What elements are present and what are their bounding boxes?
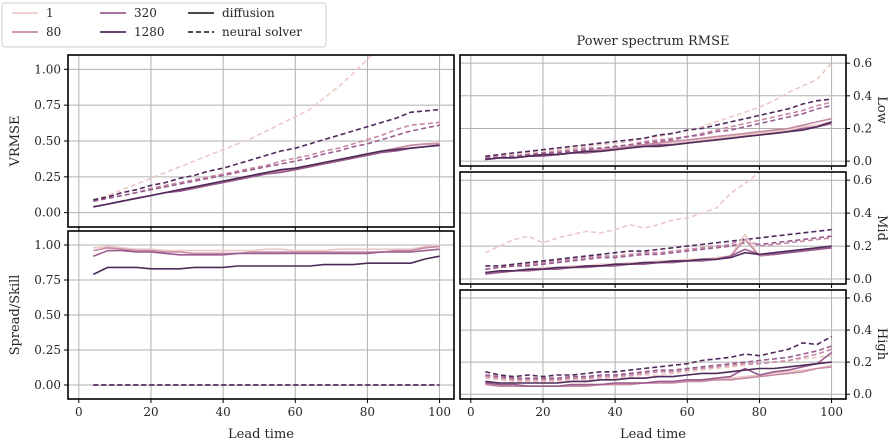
- series-vrmse-80-neural-solver: [93, 121, 440, 202]
- series-ps-high-1280-diffusion: [485, 361, 832, 384]
- series-spread-skill-1280-diffusion: [92, 255, 440, 276]
- series-ps-high-320-diffusion: [485, 351, 833, 388]
- series-vrmse-1280-neural-solver: [93, 108, 440, 201]
- ytick-label: 0.0: [853, 387, 872, 401]
- series-ps-high-320-neural-solver: [485, 345, 832, 380]
- panel-ps-low: 0.0 0.2 0.4 0.6 Low: [459, 54, 889, 170]
- panel-ps-low-frame: [459, 54, 847, 167]
- series-vrmse-80-diffusion: [93, 143, 440, 208]
- ytick-label: 0.0: [853, 154, 872, 168]
- ps-low-ylabel: Low: [874, 96, 889, 124]
- xtick-label: 20: [535, 405, 550, 419]
- ytick-label: 0.2: [853, 239, 872, 253]
- xtick-label: 0: [75, 405, 83, 419]
- ytick-label: 0.25: [34, 170, 61, 184]
- ytick-label: 0.4: [853, 206, 872, 220]
- ytick-label: 0.25: [34, 343, 61, 357]
- ytick-label: 0.75: [34, 273, 61, 287]
- ytick-label: 1.00: [34, 238, 61, 252]
- ytick-label: 0.6: [853, 56, 872, 70]
- legend-label: 1280: [134, 25, 165, 39]
- ytick-label: 0.2: [853, 121, 872, 135]
- ytick-label: 1.00: [34, 62, 61, 76]
- series-spread-skill-1-diffusion: [93, 244, 440, 252]
- legend-label: 1: [46, 6, 54, 20]
- ytick-label: 0.4: [853, 89, 872, 103]
- series-ps-high-1280-neural-solver: [485, 335, 832, 378]
- xtick-label: 60: [680, 405, 695, 419]
- legend-frame: [1, 2, 327, 48]
- xtick-label: 0: [467, 405, 475, 419]
- series-ps-low-1280-neural-solver: [485, 98, 832, 157]
- series-vrmse-1280-diffusion: [93, 144, 440, 208]
- vrmse-ylabel: VRMSE: [8, 116, 23, 168]
- series-ps-low-1280-diffusion: [485, 121, 832, 161]
- ps-mid-ylabel: Mid: [874, 215, 889, 241]
- spread-skill-ylabel: Spread/Skill: [8, 275, 23, 356]
- panel-ps-mid-frame: [459, 171, 847, 285]
- ytick-label: 0.50: [34, 134, 61, 148]
- series-ps-low-320-neural-solver: [485, 104, 832, 159]
- xtick-label: 80: [752, 405, 767, 419]
- ytick-label: 0.4: [853, 323, 872, 337]
- legend-label: neural solver: [222, 25, 302, 39]
- xtick-label: 100: [820, 405, 843, 419]
- panel-ps-high-frame: [459, 289, 847, 400]
- panel-ps-high: 0 20 40 60 80 100 0.0 0.2 0.4 0.6 High: [459, 289, 889, 419]
- ytick-label: 0.6: [853, 173, 872, 187]
- series-ps-mid-80-neural-solver: [485, 237, 832, 270]
- xtick-label: 20: [143, 405, 158, 419]
- legend-label: diffusion: [222, 6, 275, 20]
- panel-vrmse: 0.00 0.25 0.50 0.75 1.00 VRMSE: [8, 54, 455, 231]
- xtick-label: 40: [607, 405, 622, 419]
- right-xlabel: Lead time: [620, 427, 686, 442]
- panel-spread-skill: 0 20 40 60 80 100 0.00 0.25 0.50 0.75 1.00 Spread/…: [8, 230, 455, 419]
- panel-ps-mid: 0.0 0.2 0.4 0.6 Mid: [459, 171, 889, 288]
- ytick-label: 0.50: [34, 308, 61, 322]
- legend-label: 320: [134, 6, 157, 20]
- ytick-label: 0.6: [853, 291, 872, 305]
- series-spread-skill-320-diffusion: [93, 248, 440, 257]
- series-vrmse-1-neural-solver: [93, 55, 373, 201]
- ytick-label: 0.75: [34, 98, 61, 112]
- ytick-label: 0.0: [853, 272, 872, 286]
- ytick-label: 0.00: [34, 206, 61, 220]
- power-spectrum-title: Power spectrum RMSE: [577, 34, 730, 49]
- legend-label: 80: [46, 25, 61, 39]
- legend: 1 80 320 1280 diffusion neural solver: [1, 2, 327, 48]
- xtick-label: 60: [288, 405, 303, 419]
- series-ps-mid-320-neural-solver: [485, 235, 832, 270]
- series-ps-mid-1-neural-solver: [484, 172, 762, 254]
- xtick-label: 80: [360, 405, 375, 419]
- xtick-label: 100: [428, 405, 451, 419]
- series-ps-low-1-neural-solver: [485, 62, 833, 159]
- series-ps-mid-1280-diffusion: [485, 245, 832, 274]
- ytick-label: 0.2: [853, 355, 872, 369]
- left-xlabel: Lead time: [228, 427, 294, 442]
- ps-high-ylabel: High: [874, 328, 889, 361]
- xtick-label: 40: [215, 405, 230, 419]
- series-vrmse-320-neural-solver: [93, 124, 440, 202]
- series-ps-high-80-neural-solver: [485, 348, 832, 381]
- ytick-label: 0.00: [34, 378, 61, 392]
- series-ps-mid-1280-neural-solver: [485, 228, 832, 267]
